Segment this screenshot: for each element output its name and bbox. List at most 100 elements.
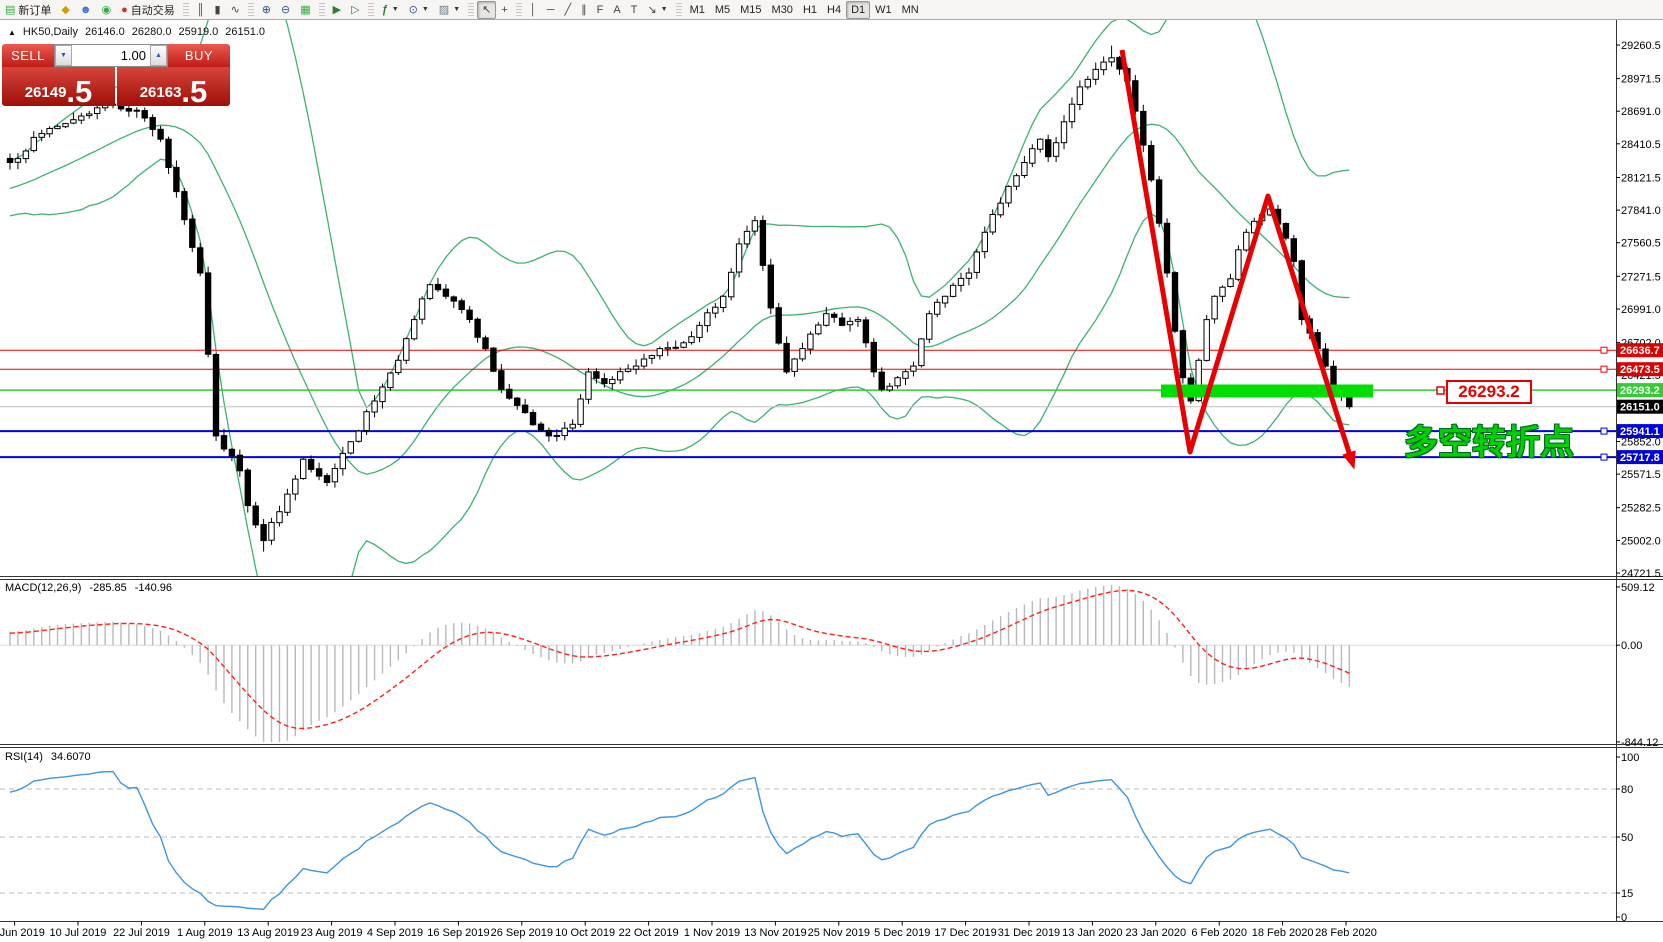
line-anchor-handle[interactable] xyxy=(1600,346,1608,354)
arrows-button[interactable]: ↘ ▼ xyxy=(642,1,672,19)
date-tick-label: 1 Aug 2019 xyxy=(177,927,233,939)
marker-button[interactable]: ◆ xyxy=(56,1,74,19)
price-tick-label: 25002.0 xyxy=(1621,535,1661,547)
candle-bear xyxy=(1163,222,1171,274)
timeframe-m1[interactable]: M1 xyxy=(685,1,710,19)
candle-bear xyxy=(490,347,497,372)
bar-chart-button[interactable]: ║ xyxy=(192,1,210,19)
buy-button[interactable]: BUY xyxy=(168,44,230,67)
callout-anchor-handle[interactable] xyxy=(1436,386,1445,395)
zoom-in-button[interactable]: ⊕ xyxy=(257,1,276,19)
text-label-button[interactable]: T xyxy=(626,1,643,19)
cursor-button[interactable]: ↖ xyxy=(477,0,497,19)
timeframe-h4[interactable]: H4 xyxy=(822,1,846,19)
macd-indicator-label: MACD(12,26,9) -285.85 -140.96 xyxy=(5,582,172,594)
candle-bull xyxy=(1068,103,1076,123)
support-zone-bar[interactable] xyxy=(1161,384,1373,398)
auto-scroll-button[interactable]: ▶ xyxy=(328,1,346,19)
rsi-indicator-label: RSI(14) 34.6070 xyxy=(5,751,91,763)
date-tick-label: 31 Dec 2019 xyxy=(998,927,1060,939)
macd-main-value: -285.85 xyxy=(89,582,127,594)
candle-bear xyxy=(125,108,133,112)
panel-frame xyxy=(0,19,1663,922)
periods-button[interactable]: ⊙ ▼ xyxy=(404,1,434,19)
candle-bull xyxy=(379,386,386,403)
chart-annotations[interactable] xyxy=(1119,49,1445,470)
candle-bear xyxy=(442,288,450,297)
chart-shift-button[interactable]: ▷ xyxy=(346,1,364,19)
candles[interactable] xyxy=(6,45,1353,552)
macd-signal-value: -140.96 xyxy=(134,582,173,594)
new-order-button[interactable]: ▤ 新订单 xyxy=(0,1,56,19)
timeframe-d1[interactable]: D1 xyxy=(846,0,871,19)
timeframe-h1[interactable]: H1 xyxy=(798,1,822,19)
candle-bull xyxy=(624,368,632,372)
timeframe-w1[interactable]: W1 xyxy=(870,1,897,19)
buy-price-button[interactable]: 26163.5 xyxy=(117,67,230,107)
line-chart-button[interactable]: ∿ xyxy=(226,1,245,19)
equidistant-channel-button[interactable]: ∥ xyxy=(576,1,592,19)
timeframe-m5[interactable]: M5 xyxy=(710,1,735,19)
auto-trading-button[interactable]: ● 自动交易 xyxy=(116,1,180,19)
market-signals-button[interactable]: ◉ xyxy=(96,1,116,19)
sell-price-button[interactable]: 26149.5 xyxy=(2,67,115,107)
candle-bear xyxy=(1290,238,1297,262)
candle-bear xyxy=(307,459,315,470)
annotation-note-text[interactable]: 多空转折点 xyxy=(1404,424,1574,462)
profiles-button[interactable]: ☻ xyxy=(75,1,97,19)
trend-arrow-line[interactable] xyxy=(1119,49,1355,463)
trend-arrow-head[interactable] xyxy=(1342,450,1356,470)
tile-windows-button[interactable]: ▦ xyxy=(295,1,315,19)
date-tick-label: 27 Jun 2019 xyxy=(0,927,45,939)
fibonacci-button[interactable]: F xyxy=(592,1,609,19)
timeframe-label: M15 xyxy=(740,3,762,16)
macd-name: MACD(12,26,9) xyxy=(5,582,82,594)
chart-shift-icon: ▷ xyxy=(351,3,360,16)
text-button[interactable]: A xyxy=(608,1,625,19)
candle-bull xyxy=(395,359,402,374)
timeframe-m30[interactable]: M30 xyxy=(767,1,798,19)
candle-bull xyxy=(640,358,648,367)
vertical-line-button[interactable]: │ xyxy=(525,1,542,19)
candlestick-chart-button[interactable]: ▮ xyxy=(210,1,226,19)
date-tick-label: 6 Feb 2020 xyxy=(1191,927,1247,939)
price-tick-label: 24721.5 xyxy=(1621,568,1661,580)
bar-chart-icon: ║ xyxy=(196,3,205,16)
candle-bear xyxy=(458,300,465,310)
crosshair-button[interactable]: + xyxy=(496,1,512,19)
candle-bear xyxy=(323,475,331,484)
candle-bull xyxy=(957,277,965,286)
volume-decrease-button[interactable]: ▼ xyxy=(55,45,72,66)
line-anchor-handle[interactable] xyxy=(1600,427,1608,435)
price-axis-labels[interactable]: 29260.5 28971.5 28691.0 28410.5 28121.5 27841… xyxy=(1616,40,1661,580)
chevron-down-icon: ▼ xyxy=(391,6,399,13)
candle-bear xyxy=(204,272,212,355)
sell-button[interactable]: SELL xyxy=(2,44,54,67)
candle-bear xyxy=(252,505,259,526)
horizontal-line-icon: ─ xyxy=(546,3,555,16)
timeframe-mn[interactable]: MN xyxy=(897,1,924,19)
trendline-button[interactable]: ╱ xyxy=(559,1,576,19)
templates-button[interactable]: ▨ ▼ xyxy=(434,1,465,19)
rsi-name: RSI(14) xyxy=(5,751,43,763)
horizontal-line-button[interactable]: ─ xyxy=(542,1,560,19)
price-level-lines[interactable] xyxy=(0,346,1616,461)
price-callout[interactable]: 26293.2 xyxy=(1446,380,1532,404)
date-axis[interactable]: 27 Jun 2019 10 Jul 2019 22 Jul 2019 1 Aug 2… xyxy=(0,921,1377,940)
candle-bull xyxy=(934,301,941,315)
volume-input[interactable]: 1.00 xyxy=(120,48,146,63)
indicators-button[interactable]: ƒ ▼ xyxy=(377,1,404,19)
market-signals-icon: ◉ xyxy=(101,3,112,16)
zoom-out-button[interactable]: ⊖ xyxy=(276,1,295,19)
candle-bull xyxy=(339,452,347,470)
candle-bull xyxy=(735,243,743,273)
timeframe-label: M5 xyxy=(714,3,731,16)
line-anchor-handle[interactable] xyxy=(1600,365,1608,373)
line-anchor-handle[interactable] xyxy=(1600,453,1608,461)
timeframe-m15[interactable]: M15 xyxy=(735,1,766,19)
volume-increase-button[interactable]: ▲ xyxy=(150,45,167,66)
price-tick-label: 26991.0 xyxy=(1621,304,1661,316)
rsi-panel xyxy=(0,770,1616,911)
candle-bull xyxy=(973,251,980,273)
